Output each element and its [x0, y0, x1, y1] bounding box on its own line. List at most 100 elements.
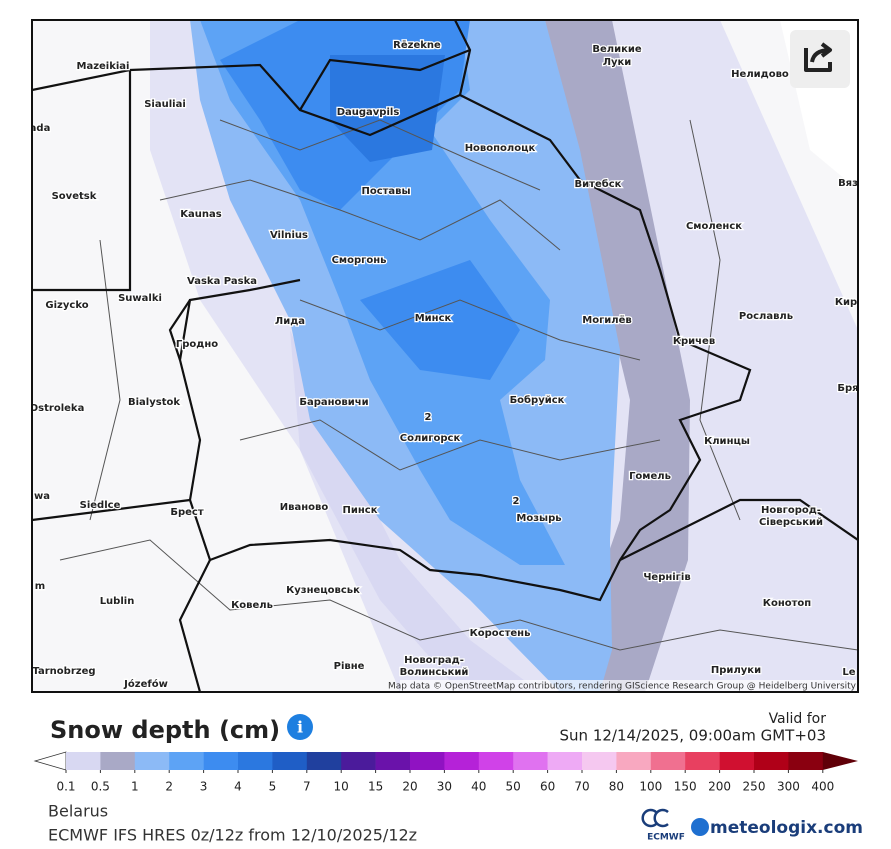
place-label: Барановичи [299, 397, 368, 408]
place-label: Gizycko [45, 300, 88, 311]
legend-cell [410, 752, 445, 770]
share-button[interactable] [790, 30, 850, 88]
region-border [89, 239, 121, 521]
place-label: Поставы [361, 186, 410, 197]
region-border [159, 179, 561, 251]
place-label: Прилуки [711, 665, 761, 676]
country-borders [32, 20, 858, 692]
legend-cell [66, 752, 101, 770]
color-bar: 0.1 0.5 1 2 3 4 5 7 10 15 20 30 40 50 60 70 80 100 150 200 2… [33, 751, 858, 794]
legend-tick-label: 150 [674, 780, 697, 794]
region-border [59, 539, 858, 651]
legend-tick-label: 40 [471, 780, 486, 794]
country-border [619, 498, 858, 561]
place-label: Vaska Paska [187, 276, 257, 287]
snow-area [360, 260, 520, 380]
place-label: Нелидово [731, 69, 789, 80]
place-label: Siauliai [144, 99, 186, 110]
valid-for: Valid for [769, 711, 827, 727]
place-label: Józefów [123, 678, 168, 690]
place-label: Sovetsk [52, 191, 97, 202]
place-label: Vilnius [270, 230, 308, 241]
legend-tick-label: 80 [609, 780, 624, 794]
legend-tick-label: 60 [540, 780, 555, 794]
attribution-background [400, 680, 858, 692]
region-border [239, 419, 661, 471]
legend-tick-label: 3 [200, 780, 208, 794]
legend-cell [203, 752, 239, 770]
info-button[interactable]: i [287, 714, 313, 740]
place-label: Rēzekne [393, 40, 441, 51]
place-label: 2 [425, 412, 432, 423]
legend-tick-label: 15 [368, 780, 383, 794]
map-frame [31, 19, 859, 693]
legend-tick-label: 30 [437, 780, 452, 794]
legend-cell [169, 752, 204, 770]
region-border [219, 119, 541, 191]
place-label: Смоленск [686, 221, 742, 232]
country-border [32, 70, 132, 292]
valid-time: Sun 12/14/2025, 09:00am GMT+03 [560, 727, 826, 745]
place-label: ada [30, 123, 51, 134]
region-border [689, 119, 741, 521]
ecmwf-logo: ECMWF [647, 833, 685, 843]
legend-tick-label: 50 [506, 780, 521, 794]
place-label: Чернігів [643, 572, 690, 583]
place-label: Мозырь [516, 513, 561, 524]
place-label: Волинський [400, 667, 469, 678]
legend-cell [444, 752, 480, 770]
place-label: Le [842, 667, 855, 678]
place-label: Кузнецовськ [286, 585, 360, 596]
legend-tick-label: 4 [234, 780, 242, 794]
place-label: Ковель [231, 600, 273, 611]
legend-cell [478, 752, 514, 770]
legend-cell [134, 752, 170, 770]
map: Mazeikiai Rēzekne Великие Луки Нелидово Siaul… [30, 20, 858, 692]
legend-cell [754, 752, 789, 770]
place-label: Рославль [739, 311, 793, 322]
place-label: Бобруйск [510, 394, 565, 406]
legend-tick-label: 0.1 [56, 780, 75, 794]
place-label: Сіверський [759, 517, 823, 528]
ecmwf-logo-mark [641, 808, 669, 828]
place-label: Кричев [673, 336, 715, 347]
share-button-bg[interactable] [790, 30, 850, 88]
legend-cell [582, 752, 617, 770]
legend-cell [306, 752, 342, 770]
legend-tick-label: 200 [708, 780, 731, 794]
place-label: Солигорск [400, 433, 461, 444]
region-borders [59, 119, 858, 651]
legend-tick-label: 5 [269, 780, 277, 794]
map-labels: Mazeikiai Rēzekne Великие Луки Нелидово Siaul… [30, 39, 858, 692]
place-label: Луки [603, 57, 632, 68]
legend-tick-label: 2 [165, 780, 173, 794]
legend-cell [547, 752, 583, 770]
legend-tick-label: 20 [402, 780, 417, 794]
place-label: Siedlce [80, 500, 121, 511]
place-label: m [35, 581, 45, 592]
place-label: Бря [837, 383, 858, 394]
place-label: Коростень [470, 628, 531, 639]
place-label: Tarnobrzeg [32, 666, 95, 677]
info-icon-glyph[interactable]: i [297, 718, 303, 737]
legend-tick-label: 300 [777, 780, 800, 794]
legend-cell [788, 752, 824, 770]
place-label: Suwalki [118, 293, 162, 304]
place-label: Великие [592, 44, 642, 55]
legend-title: Snow depth (cm) [50, 716, 280, 744]
place-label: Новополоцк [465, 143, 536, 154]
share-icon[interactable] [804, 42, 832, 72]
place-label: Ostroleka [30, 403, 85, 414]
legend-tick-label: 100 [639, 780, 662, 794]
legend-cell [719, 752, 755, 770]
place-label: Лида [275, 316, 305, 327]
info-icon[interactable] [287, 714, 313, 740]
legend-cell [616, 752, 652, 770]
place-label: wa [34, 491, 50, 502]
legend-tick-label: 250 [743, 780, 766, 794]
place-label: Daugavpils [337, 107, 400, 118]
legend-cell [685, 752, 720, 770]
place-label: Гомель [629, 471, 671, 482]
place-label: Новгород- [761, 505, 821, 516]
